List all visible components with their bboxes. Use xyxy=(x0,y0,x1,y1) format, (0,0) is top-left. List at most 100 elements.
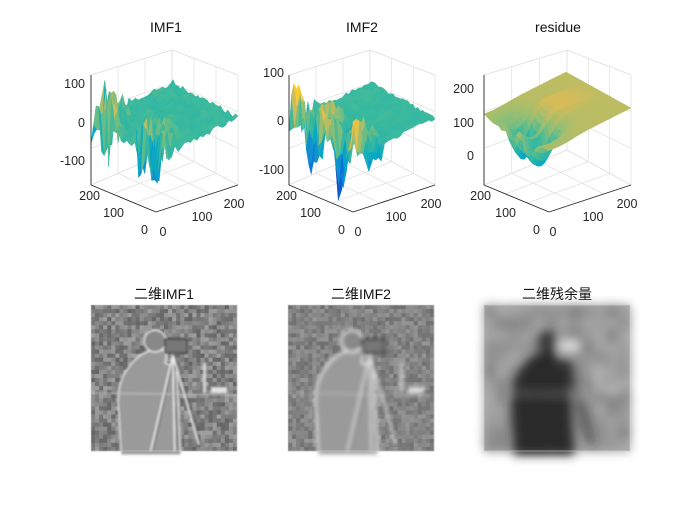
noise-pixel xyxy=(123,321,128,326)
noise-pixel xyxy=(296,390,301,395)
noise-pixel xyxy=(389,446,394,452)
noise-pixel xyxy=(188,406,193,411)
noise-pixel xyxy=(196,337,201,342)
noise-pixel xyxy=(228,394,234,399)
noise-pixel xyxy=(425,361,431,367)
noise-pixel xyxy=(216,426,222,432)
noise-pixel xyxy=(288,394,293,399)
noise-pixel xyxy=(115,378,120,383)
noise-pixel xyxy=(135,317,140,322)
x-tick-label: 200 xyxy=(224,197,245,211)
noise-pixel xyxy=(312,446,317,452)
noise-pixel xyxy=(288,430,293,436)
plot-title-residue: residue xyxy=(535,19,581,35)
noise-pixel xyxy=(316,321,321,326)
noise-pixel xyxy=(292,438,297,444)
noise-pixel xyxy=(401,321,406,326)
noise-pixel xyxy=(344,305,350,310)
noise-pixel xyxy=(208,438,213,444)
noise-pixel xyxy=(421,369,427,375)
noise-pixel xyxy=(300,422,305,427)
noise-pixel xyxy=(107,446,112,452)
noise-pixel xyxy=(220,317,226,322)
noise-pixel xyxy=(131,349,136,354)
noise-pixel xyxy=(292,418,297,423)
noise-pixel xyxy=(188,329,193,334)
noise-pixel xyxy=(212,313,218,318)
noise-pixel xyxy=(115,357,120,363)
noise-pixel xyxy=(405,442,410,448)
noise-pixel xyxy=(377,390,382,395)
noise-pixel xyxy=(397,353,402,359)
noise-pixel xyxy=(385,313,390,318)
noise-pixel xyxy=(232,369,238,375)
noise-pixel xyxy=(139,341,145,346)
noise-pixel xyxy=(99,390,104,395)
noise-pixel xyxy=(228,349,234,354)
noise-pixel xyxy=(208,369,213,375)
noise-pixel xyxy=(425,386,431,391)
noise-pixel xyxy=(332,353,337,359)
noise-pixel xyxy=(340,329,346,334)
noise-pixel xyxy=(401,386,406,391)
grid-line xyxy=(483,149,632,186)
noise-pixel xyxy=(224,406,230,411)
noise-pixel xyxy=(111,365,116,371)
noise-pixel xyxy=(95,353,100,359)
noise-pixel xyxy=(119,361,124,367)
noise-pixel xyxy=(292,406,297,411)
noise-pixel xyxy=(192,345,197,350)
noise-pixel xyxy=(99,422,104,427)
noise-pixel xyxy=(581,329,594,342)
noise-pixel xyxy=(292,357,297,363)
noise-pixel xyxy=(544,305,558,318)
noise-pixel xyxy=(320,357,325,363)
tripod-leg-edge xyxy=(371,354,374,452)
noise-pixel xyxy=(288,378,293,383)
noise-pixel xyxy=(312,341,317,346)
noise-pixel xyxy=(389,394,394,399)
noise-pixel xyxy=(180,410,185,415)
noise-pixel xyxy=(425,317,431,322)
noise-pixel xyxy=(99,309,104,314)
noise-pixel xyxy=(224,329,230,334)
noise-pixel xyxy=(417,378,423,383)
noise-pixel xyxy=(320,321,325,326)
noise-pixel xyxy=(123,357,128,363)
noise-pixel xyxy=(377,434,382,440)
noise-pixel xyxy=(232,390,238,395)
noise-pixel xyxy=(417,321,423,326)
noise-pixel xyxy=(405,329,410,334)
noise-pixel xyxy=(164,325,169,330)
noise-pixel xyxy=(91,434,96,440)
noise-pixel xyxy=(143,325,149,330)
noise-pixel xyxy=(107,333,112,338)
tripod-leg xyxy=(542,354,568,452)
noise-pixel xyxy=(292,430,297,436)
noise-pixel xyxy=(200,345,205,350)
noise-pixel xyxy=(216,365,222,371)
noise-pixel xyxy=(107,418,112,423)
noise-pixel xyxy=(208,313,213,318)
noise-pixel xyxy=(617,390,631,403)
noise-pixel xyxy=(429,378,435,383)
noise-pixel xyxy=(212,430,218,436)
noise-pixel xyxy=(300,382,305,387)
noise-pixel xyxy=(220,369,226,375)
noise-pixel xyxy=(320,365,325,371)
noise-pixel xyxy=(409,337,415,342)
noise-pixel xyxy=(143,313,149,318)
noise-pixel xyxy=(208,390,213,395)
noise-pixel xyxy=(496,305,509,318)
noise-pixel xyxy=(292,305,297,310)
noise-pixel xyxy=(212,442,218,448)
noise-pixel xyxy=(184,434,189,440)
noise-pixel xyxy=(385,398,390,403)
surface-plot-residue: residue 200 100 0 200 100 0 0 100 200 xyxy=(453,19,637,239)
noise-pixel xyxy=(184,446,189,452)
noise-pixel xyxy=(385,329,390,334)
noise-pixel xyxy=(361,313,366,318)
noise-pixel xyxy=(192,317,197,322)
tripod-leg-edge xyxy=(349,354,372,452)
surface-patch xyxy=(350,118,357,150)
